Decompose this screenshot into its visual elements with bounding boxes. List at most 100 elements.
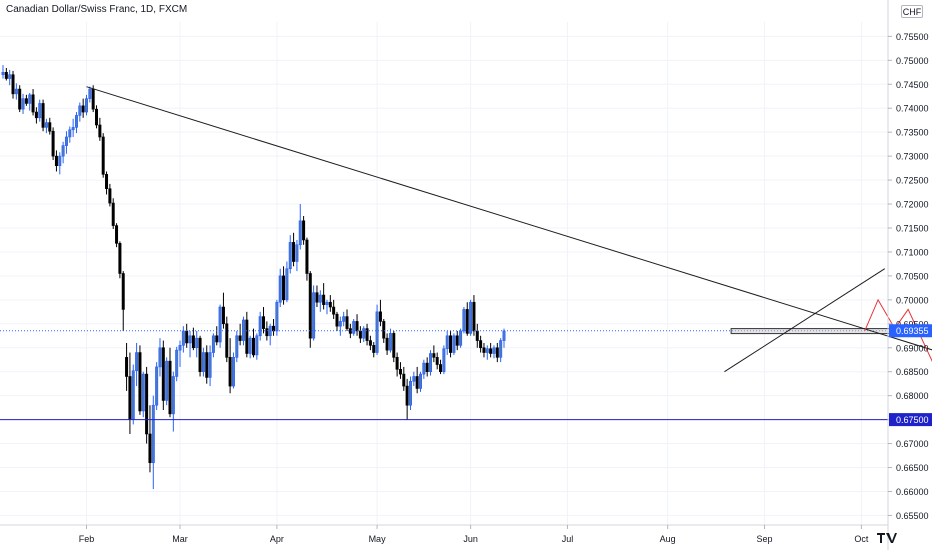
candle-body [296, 245, 298, 262]
candle-body [42, 103, 44, 127]
candle-body [192, 336, 194, 348]
candle-body [206, 353, 208, 378]
candle-body [473, 302, 475, 331]
candle-body [439, 365, 441, 372]
candle-body [489, 349, 491, 354]
candle-body [102, 137, 104, 174]
candle-body [252, 338, 254, 355]
candle-body [49, 123, 51, 132]
candle-body [466, 309, 468, 333]
candle-body [95, 109, 97, 125]
candle-body [212, 336, 214, 353]
candle-body [219, 307, 221, 342]
candle-body [89, 89, 91, 99]
candle-body [109, 189, 111, 203]
candle-body [356, 321, 358, 331]
candle-body [199, 338, 201, 372]
price-tick-label: 0.65500 [896, 511, 929, 521]
price-tick-label: 0.72000 [896, 200, 929, 210]
candle-body [149, 434, 151, 463]
time-tick-label: Feb [79, 534, 95, 544]
candle-body [85, 99, 87, 112]
candle-body [75, 115, 77, 127]
candle-body [339, 321, 341, 326]
price-tick-label: 0.75000 [896, 56, 929, 66]
candle-body [419, 374, 421, 388]
candle-body [322, 295, 324, 305]
price-tick-label: 0.70000 [896, 295, 929, 305]
candle-body [32, 95, 34, 112]
price-tick-label: 0.74500 [896, 80, 929, 90]
candle-body [29, 95, 31, 104]
candle-body [189, 336, 191, 343]
price-tick-label: 0.73500 [896, 128, 929, 138]
candle-body [15, 89, 17, 94]
price-tick-label: 0.71500 [896, 223, 929, 233]
candle-body [309, 274, 311, 339]
candle-body [22, 99, 24, 110]
candle-body [92, 89, 94, 109]
candle-body [139, 353, 141, 411]
candle-body [125, 357, 127, 376]
candle-body [45, 123, 47, 128]
candle-body [169, 361, 171, 414]
candle-body [449, 336, 451, 353]
candle-body [413, 376, 415, 381]
candle-body [423, 363, 425, 374]
candle-body [162, 348, 164, 401]
time-tick-label: Apr [270, 534, 284, 544]
price-tick-label: 0.66000 [896, 487, 929, 497]
candle-body [222, 307, 224, 324]
price-tick-label: 0.66500 [896, 463, 929, 473]
candle-body [389, 333, 391, 350]
candle-body [393, 333, 395, 357]
candle-body [236, 336, 238, 358]
candle-body [429, 354, 431, 372]
candle-body [312, 293, 314, 339]
candle-body [105, 174, 107, 188]
candle-body [436, 357, 438, 364]
candle-body [409, 381, 411, 405]
candle-body [132, 371, 134, 420]
candle-body [119, 243, 121, 273]
descending-trendline [87, 87, 932, 362]
candle-body [155, 367, 157, 405]
currency-label[interactable]: CHF [901, 5, 923, 18]
candle-body [115, 226, 117, 244]
candle-body [376, 312, 378, 353]
candle-body [479, 341, 481, 348]
candle-body [383, 321, 385, 338]
time-tick-label: Aug [660, 534, 676, 544]
candle-body [135, 353, 137, 371]
candle-body [259, 317, 261, 336]
candle-body [152, 405, 154, 462]
candle-body [159, 348, 161, 367]
candle-body [175, 350, 177, 376]
candle-body [216, 336, 218, 342]
candle-body [5, 72, 7, 78]
candle-body [279, 276, 281, 302]
candle-body [239, 336, 241, 341]
candle-body [129, 376, 131, 419]
time-tick-label: Sep [757, 534, 773, 544]
candle-body [186, 331, 188, 343]
candle-body [476, 331, 478, 341]
candle-body [503, 331, 505, 341]
candle-body [373, 345, 375, 352]
candle-body [266, 329, 268, 336]
candle-body [399, 369, 401, 374]
candle-body [363, 329, 365, 339]
candle-body [483, 348, 485, 353]
candle-body [145, 374, 147, 434]
candle-body [172, 376, 174, 413]
candle-body [99, 125, 101, 137]
candle-body [326, 302, 328, 304]
candle-body [306, 240, 308, 274]
candle-body [12, 75, 14, 94]
candle-body [486, 349, 488, 353]
candle-body [226, 324, 228, 358]
candle-body [249, 338, 251, 353]
candle-body [302, 221, 304, 240]
